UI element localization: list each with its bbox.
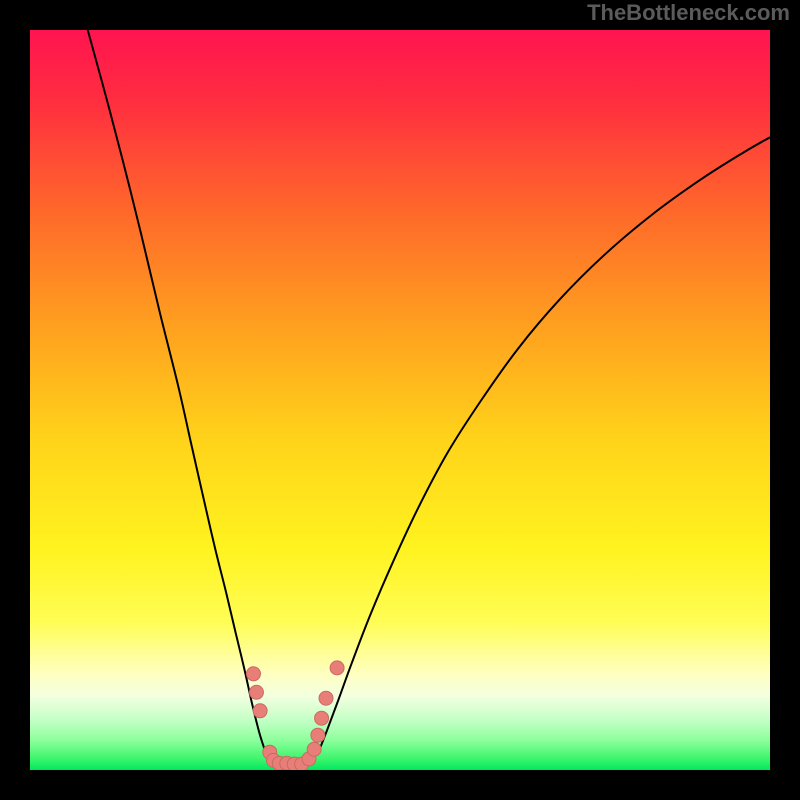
- curves-overlay: [30, 30, 770, 770]
- right-curve: [319, 137, 770, 751]
- marker-dot: [330, 661, 344, 675]
- marker-dot: [311, 728, 325, 742]
- valley-markers: [246, 661, 344, 770]
- marker-dot: [307, 742, 321, 756]
- marker-dot: [319, 691, 333, 705]
- left-curve: [88, 30, 266, 752]
- marker-dot: [249, 685, 263, 699]
- marker-dot: [253, 704, 267, 718]
- marker-dot: [315, 711, 329, 725]
- marker-dot: [246, 667, 260, 681]
- watermark-label: TheBottleneck.com: [587, 0, 790, 26]
- chart-container: TheBottleneck.com: [0, 0, 800, 800]
- plot-area: [30, 30, 770, 770]
